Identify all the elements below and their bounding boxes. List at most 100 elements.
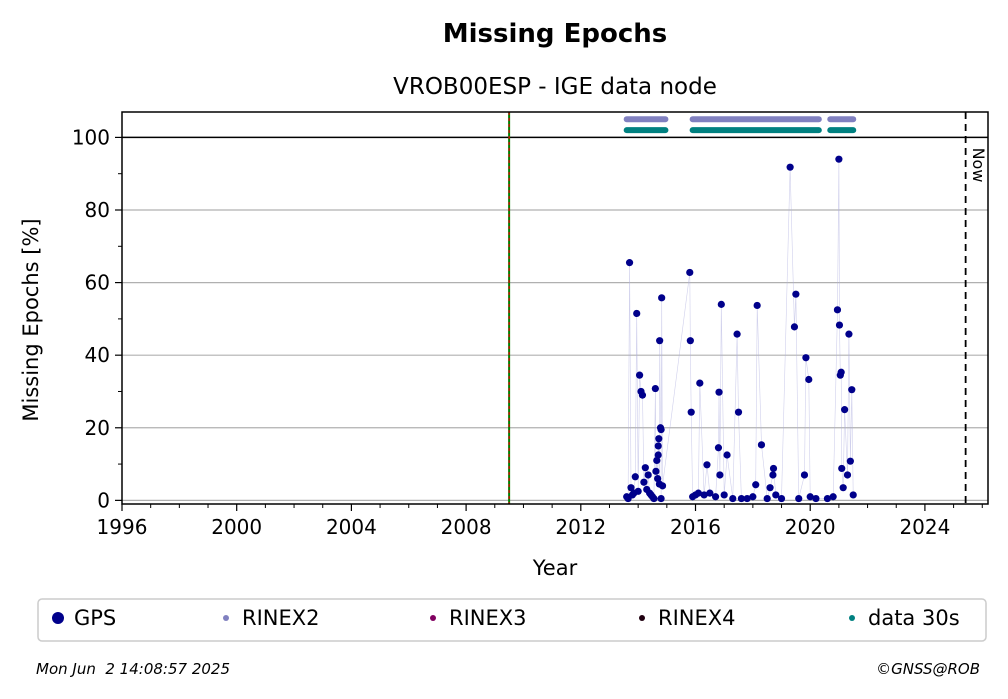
gps-point [654, 442, 662, 450]
legend-label: RINEX2 [242, 606, 320, 630]
gps-point [656, 337, 664, 345]
gps-point [654, 474, 662, 483]
x-tick-label: 2004 [326, 515, 377, 539]
gps-point [838, 464, 846, 473]
gps-point [841, 406, 849, 414]
gps-point [700, 491, 708, 499]
x-axis: 1996 2000 2004 2008 2012 2016 2020 2024 [97, 504, 983, 539]
gps-point [644, 471, 652, 479]
legend-marker [52, 612, 64, 624]
gps-point [651, 384, 659, 393]
legend-marker [639, 615, 645, 621]
legend-marker [223, 615, 229, 621]
x-tick-label: 2020 [785, 515, 836, 539]
gps-point [749, 493, 757, 501]
legend-marker [849, 615, 855, 621]
gps-point [835, 155, 843, 163]
gps-point [757, 441, 766, 449]
gps-point [733, 330, 741, 338]
gps-point [658, 482, 667, 490]
gps-point [687, 408, 695, 416]
gps-point [823, 494, 832, 503]
y-tick-label: 40 [85, 343, 110, 367]
gps-point [711, 493, 720, 501]
gps-point [837, 368, 845, 376]
legend [37, 598, 987, 642]
gps-point [829, 493, 837, 501]
gps-point [706, 489, 714, 497]
gps-point [849, 491, 857, 499]
footer-copyright: ©GNSS@ROB [876, 660, 980, 678]
gps-point [714, 444, 723, 452]
legend-label: GPS [74, 606, 116, 630]
x-tick-label: 1996 [97, 515, 148, 539]
gps-point [839, 484, 847, 492]
gps-point [641, 464, 649, 472]
y-tick-label: 100 [72, 125, 110, 149]
gps-point [716, 471, 724, 479]
gps-point [772, 491, 780, 499]
gps-point [766, 484, 774, 492]
legend-marker [430, 615, 436, 621]
gps-point [703, 461, 711, 469]
gps-point [743, 494, 751, 503]
gps-point [835, 321, 844, 329]
gps-point [633, 309, 641, 318]
y-tick-label: 20 [85, 416, 110, 440]
gps-point [769, 471, 777, 479]
y-tick-label: 80 [85, 198, 110, 222]
gps-point [734, 408, 743, 416]
gps-point [653, 456, 661, 465]
x-tick-label: 2000 [211, 515, 262, 539]
legend-label: RINEX4 [658, 606, 736, 630]
gps-point [833, 306, 842, 314]
gps-point [686, 268, 694, 277]
gps-point [715, 388, 723, 396]
gps-point [635, 371, 644, 379]
gps-point [638, 391, 647, 399]
chart-title: Missing Epochs [443, 19, 667, 49]
x-tick-label: 2016 [670, 515, 721, 539]
gps-point [720, 491, 728, 499]
gps-point [625, 259, 634, 267]
y-axis: 0 20 40 60 80 100 [72, 125, 122, 512]
gps-point [723, 451, 731, 459]
gps-point [686, 337, 694, 345]
gps-point [769, 464, 778, 473]
gps-point [634, 487, 642, 495]
grid-lines [122, 136, 988, 501]
legend-label: RINEX3 [449, 606, 527, 630]
gps-point [795, 494, 803, 503]
y-axis-label: Missing Epochs [%] [19, 218, 43, 421]
gps-point [848, 386, 856, 394]
gps-point [737, 494, 745, 503]
legend-label: data 30s [868, 606, 960, 630]
gps-point [753, 301, 761, 310]
gps-point [777, 494, 786, 503]
gps-point [640, 478, 648, 486]
gps-point [657, 425, 665, 434]
x-tick-label: 2012 [555, 515, 606, 539]
gps-point [696, 379, 704, 387]
plot-frame [121, 111, 989, 505]
gps-point [654, 451, 662, 459]
gps-point [790, 323, 799, 331]
gps-point [800, 471, 809, 479]
y-tick-label: 60 [85, 271, 110, 295]
gps-point [792, 290, 800, 298]
gps-point [843, 471, 852, 479]
gps-point [802, 354, 810, 362]
plot-area [508, 112, 967, 504]
legend-entries: GPS RINEX2 RINEX3 RINEX4 data 30s [52, 606, 960, 630]
gps-point [752, 481, 760, 489]
gps-point [694, 489, 702, 497]
gps-point [845, 330, 853, 338]
gps-point [729, 494, 737, 503]
gps-point [717, 300, 725, 308]
y-tick-label: 0 [97, 488, 110, 512]
x-tick-label: 2008 [441, 515, 492, 539]
gps-point [631, 473, 639, 481]
footer-timestamp: Mon Jun 2 14:08:57 2025 [36, 660, 230, 678]
gps-point [805, 375, 813, 384]
